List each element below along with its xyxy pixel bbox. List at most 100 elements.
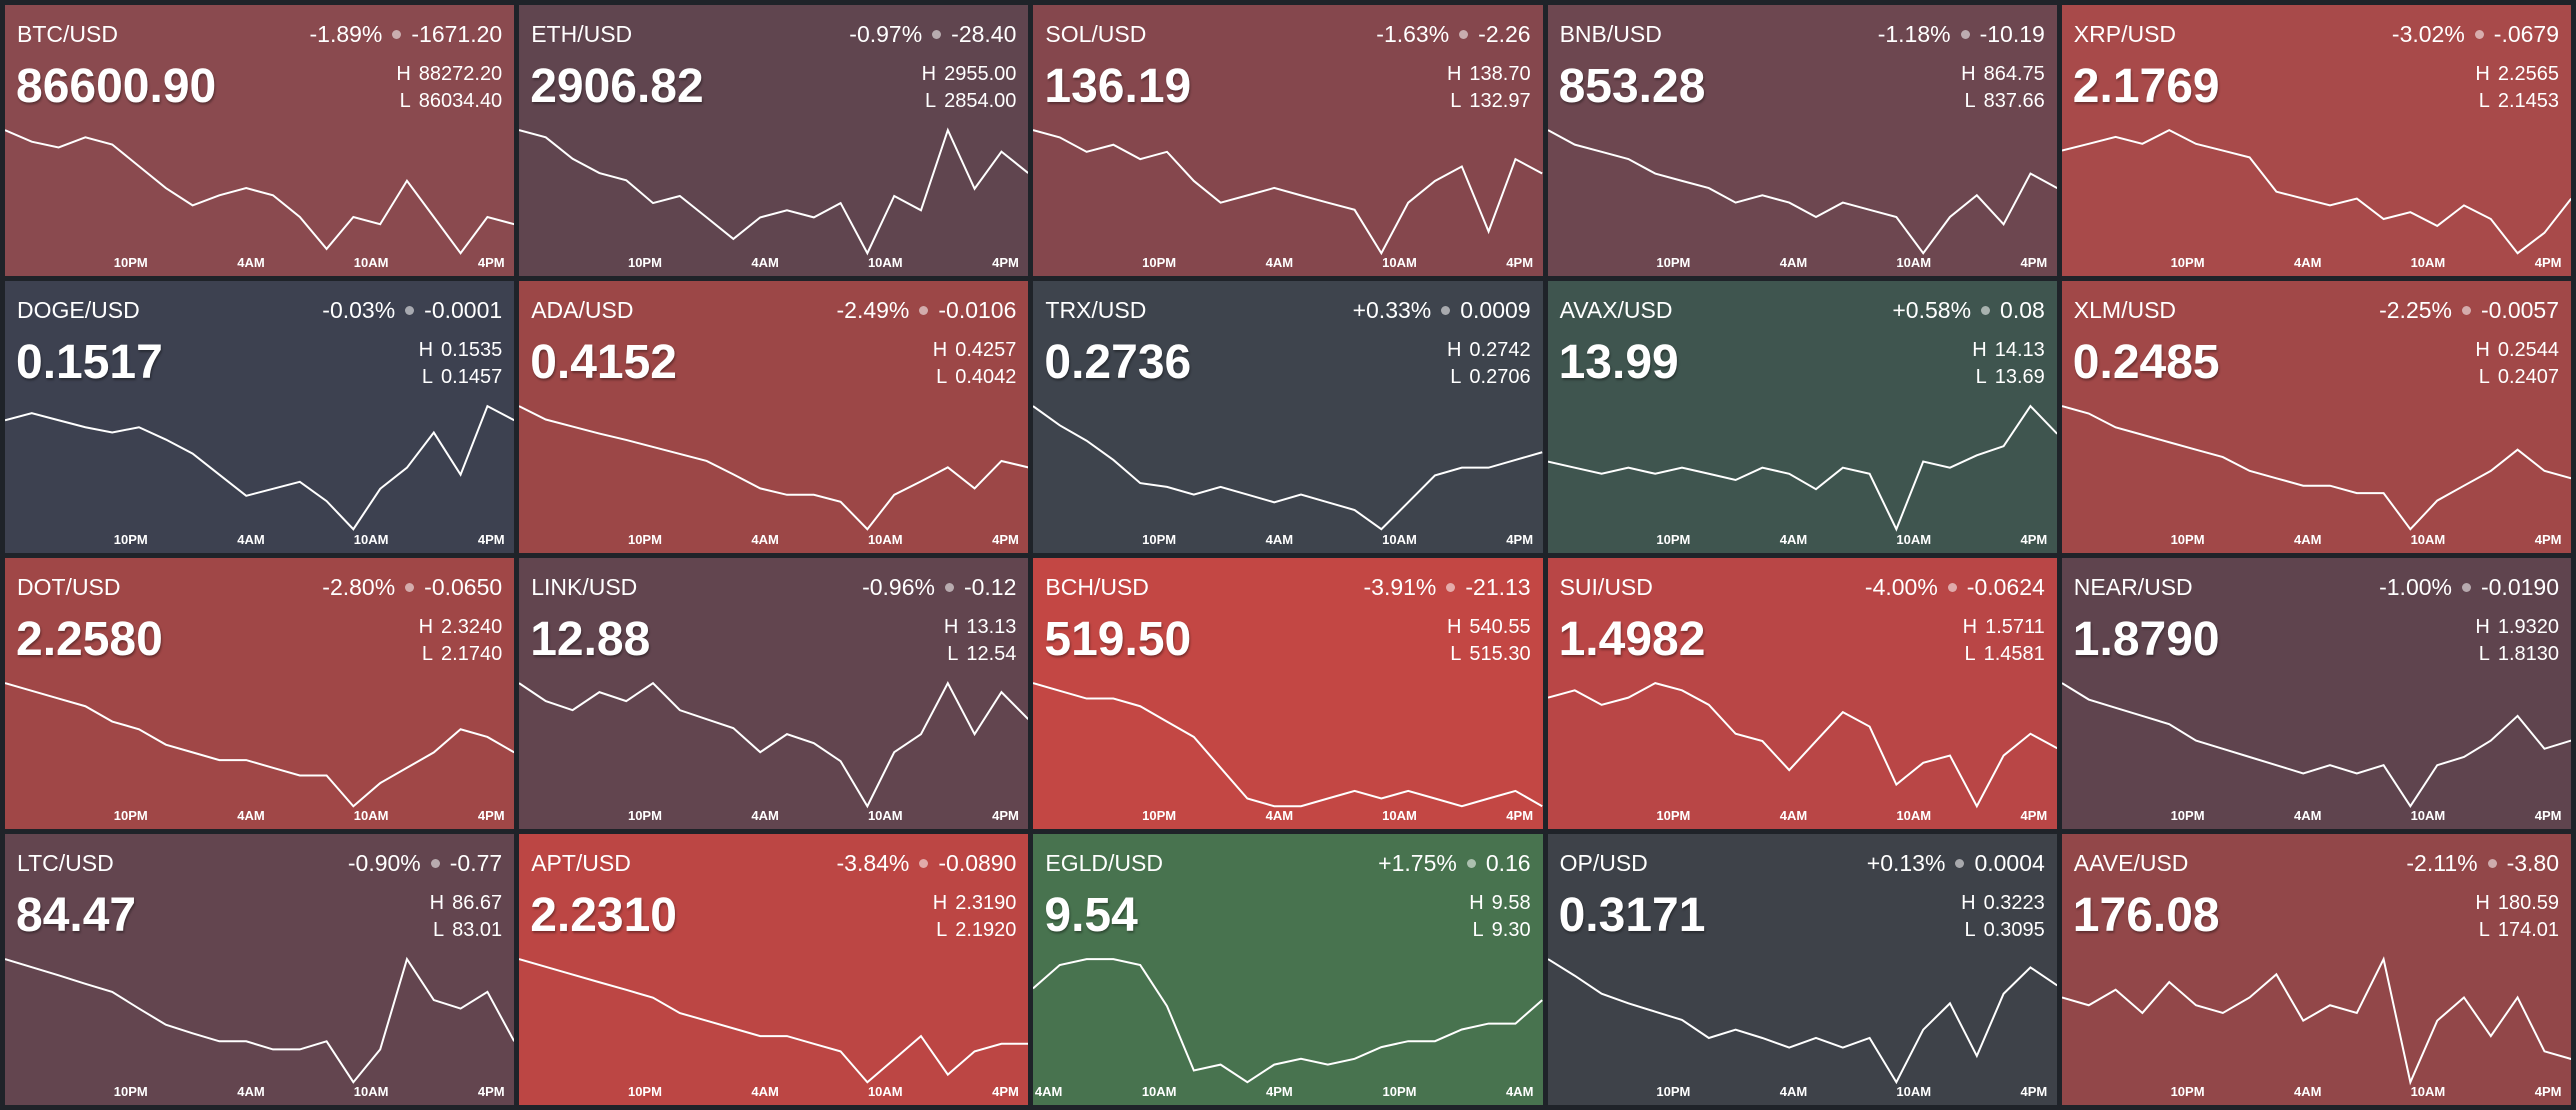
sparkline (2062, 959, 2571, 1082)
change: +1.75% 0.16 (1378, 850, 1530, 877)
symbol: ETH/USD (531, 21, 633, 47)
change: +0.33% 0.0009 (1353, 297, 1531, 324)
high-label: H (1972, 339, 1987, 362)
ticker-tile: ETH/USD -0.97% -28.40 2906.82 H 2955.00 L 2854.… (519, 5, 1029, 277)
high-label: H (1961, 891, 1976, 914)
low: L 515.30 (1450, 643, 1530, 666)
price: 0.1517 (16, 336, 163, 390)
high-label: H (1961, 63, 1976, 85)
time-label: 10PM (2170, 807, 2205, 823)
sparkline (2062, 683, 2571, 806)
low: L 0.4042 (936, 366, 1016, 389)
low-value: 174.01 (2497, 918, 2559, 941)
time-label: 4AM (2294, 255, 2322, 271)
change-amount: -0.0650 (424, 573, 503, 600)
change: -2.49% -0.0106 (837, 297, 1017, 324)
low-value: 0.3095 (1983, 918, 2045, 941)
sparkline-chart (1033, 281, 1542, 552)
time-label: 10PM (2170, 1084, 2205, 1099)
sparkline-chart (519, 834, 1028, 1105)
high: H 540.55 (1447, 616, 1531, 639)
sparkline-chart (519, 558, 1028, 829)
low-label: L (936, 366, 948, 389)
low-label: L (1450, 90, 1462, 112)
sparkline-chart (1548, 5, 2057, 276)
low: L 837.66 (1965, 90, 2045, 113)
low-label: L (1964, 918, 1976, 941)
sparkline-chart (519, 281, 1028, 552)
time-label: 10PM (1142, 531, 1177, 547)
change: +0.58% 0.08 (1892, 297, 2044, 324)
change-percent: +0.58% (1892, 297, 1972, 324)
symbol: BNB/USD (1559, 21, 1662, 47)
sparkline (1548, 683, 2057, 806)
low-label: L (399, 90, 411, 112)
price: 0.2736 (1044, 336, 1192, 390)
change-amount: -.0679 (2493, 21, 2559, 47)
separator-dot (392, 30, 402, 39)
separator-dot (919, 858, 929, 868)
high: H 138.70 (1447, 63, 1531, 86)
sparkline (1033, 406, 1542, 529)
separator-dot (1459, 30, 1469, 39)
time-label: 4AM (1779, 531, 1808, 547)
time-label: 4AM (751, 255, 779, 271)
high-value: 13.13 (966, 615, 1017, 638)
price: 2.1769 (2072, 60, 2220, 113)
sparkline-chart (5, 281, 514, 552)
low-value: 1.8130 (2497, 642, 2559, 665)
change-amount: -0.0057 (2480, 297, 2559, 324)
symbol: NEAR/USD (2073, 573, 2193, 600)
time-label: 4AM (1265, 255, 1294, 271)
change: -2.11% -3.80 (2406, 850, 2559, 877)
symbol: DOGE/USD (17, 297, 140, 324)
high-label: H (932, 339, 948, 362)
high-value: 180.59 (2497, 891, 2559, 914)
time-label: 4AM (237, 531, 265, 547)
low-value: 0.4042 (955, 366, 1017, 389)
time-label: 4AM (2294, 807, 2322, 823)
time-label: 4AM (751, 1084, 779, 1099)
change-percent: -4.00% (1864, 573, 1938, 600)
time-label: 10AM (1896, 1084, 1932, 1099)
symbol: SOL/USD (1045, 21, 1147, 47)
separator-dot (1981, 306, 1991, 316)
change-amount: -3.80 (2506, 849, 2559, 876)
change: -0.03% -0.0001 (322, 297, 502, 324)
ticker-tile: LINK/USD -0.96% -0.12 12.88 H 13.13 L 12.54 10PM… (519, 557, 1029, 829)
low: L 9.30 (1473, 919, 1531, 942)
time-label: 10PM (113, 531, 148, 547)
change-percent: -0.03% (322, 297, 396, 324)
low: L 2.1920 (936, 919, 1016, 942)
high-value: 9.58 (1491, 891, 1531, 914)
time-label: 10AM (2410, 1084, 2446, 1099)
high-label: H (943, 615, 959, 638)
low: L 0.2706 (1450, 366, 1530, 389)
high-value: 1.5711 (1985, 615, 2045, 638)
ticker-tile: AVAX/USD +0.58% 0.08 13.99 H 14.13 L 13.69 10PM 4… (1547, 281, 2057, 553)
change: -2.25% -0.0057 (2379, 297, 2559, 324)
price: 136.19 (1044, 60, 1192, 113)
sparkline (5, 683, 514, 806)
price: 0.3171 (1558, 888, 1706, 942)
time-label: 4AM (1265, 531, 1294, 547)
ticker-tile: TRX/USD +0.33% 0.0009 0.2736 H 0.2742 L 0.2706 1… (1033, 281, 1543, 553)
time-label: 10AM (353, 807, 389, 823)
change: -3.91% -21.13 (1364, 574, 1531, 601)
time-label: 4PM (1265, 1084, 1293, 1099)
time-label: 4PM (992, 807, 1019, 823)
ticker-tile: APT/USD -3.84% -0.0890 2.2310 H 2.3190 L 2.1920… (519, 833, 1029, 1105)
change-percent: -0.90% (347, 849, 421, 876)
time-label: 10AM (867, 531, 903, 547)
low: L 1.8130 (2479, 643, 2559, 666)
low-value: 9.30 (1491, 918, 1531, 941)
time-label: 10AM (867, 807, 903, 823)
low-value: 2.1453 (2497, 90, 2559, 112)
change-percent: -1.00% (2379, 573, 2452, 600)
time-label: 10PM (1382, 1084, 1417, 1099)
price: 519.50 (1044, 612, 1192, 666)
time-label: 10AM (1141, 1084, 1177, 1099)
separator-dot (405, 306, 415, 316)
time-label: 4PM (2534, 255, 2562, 271)
